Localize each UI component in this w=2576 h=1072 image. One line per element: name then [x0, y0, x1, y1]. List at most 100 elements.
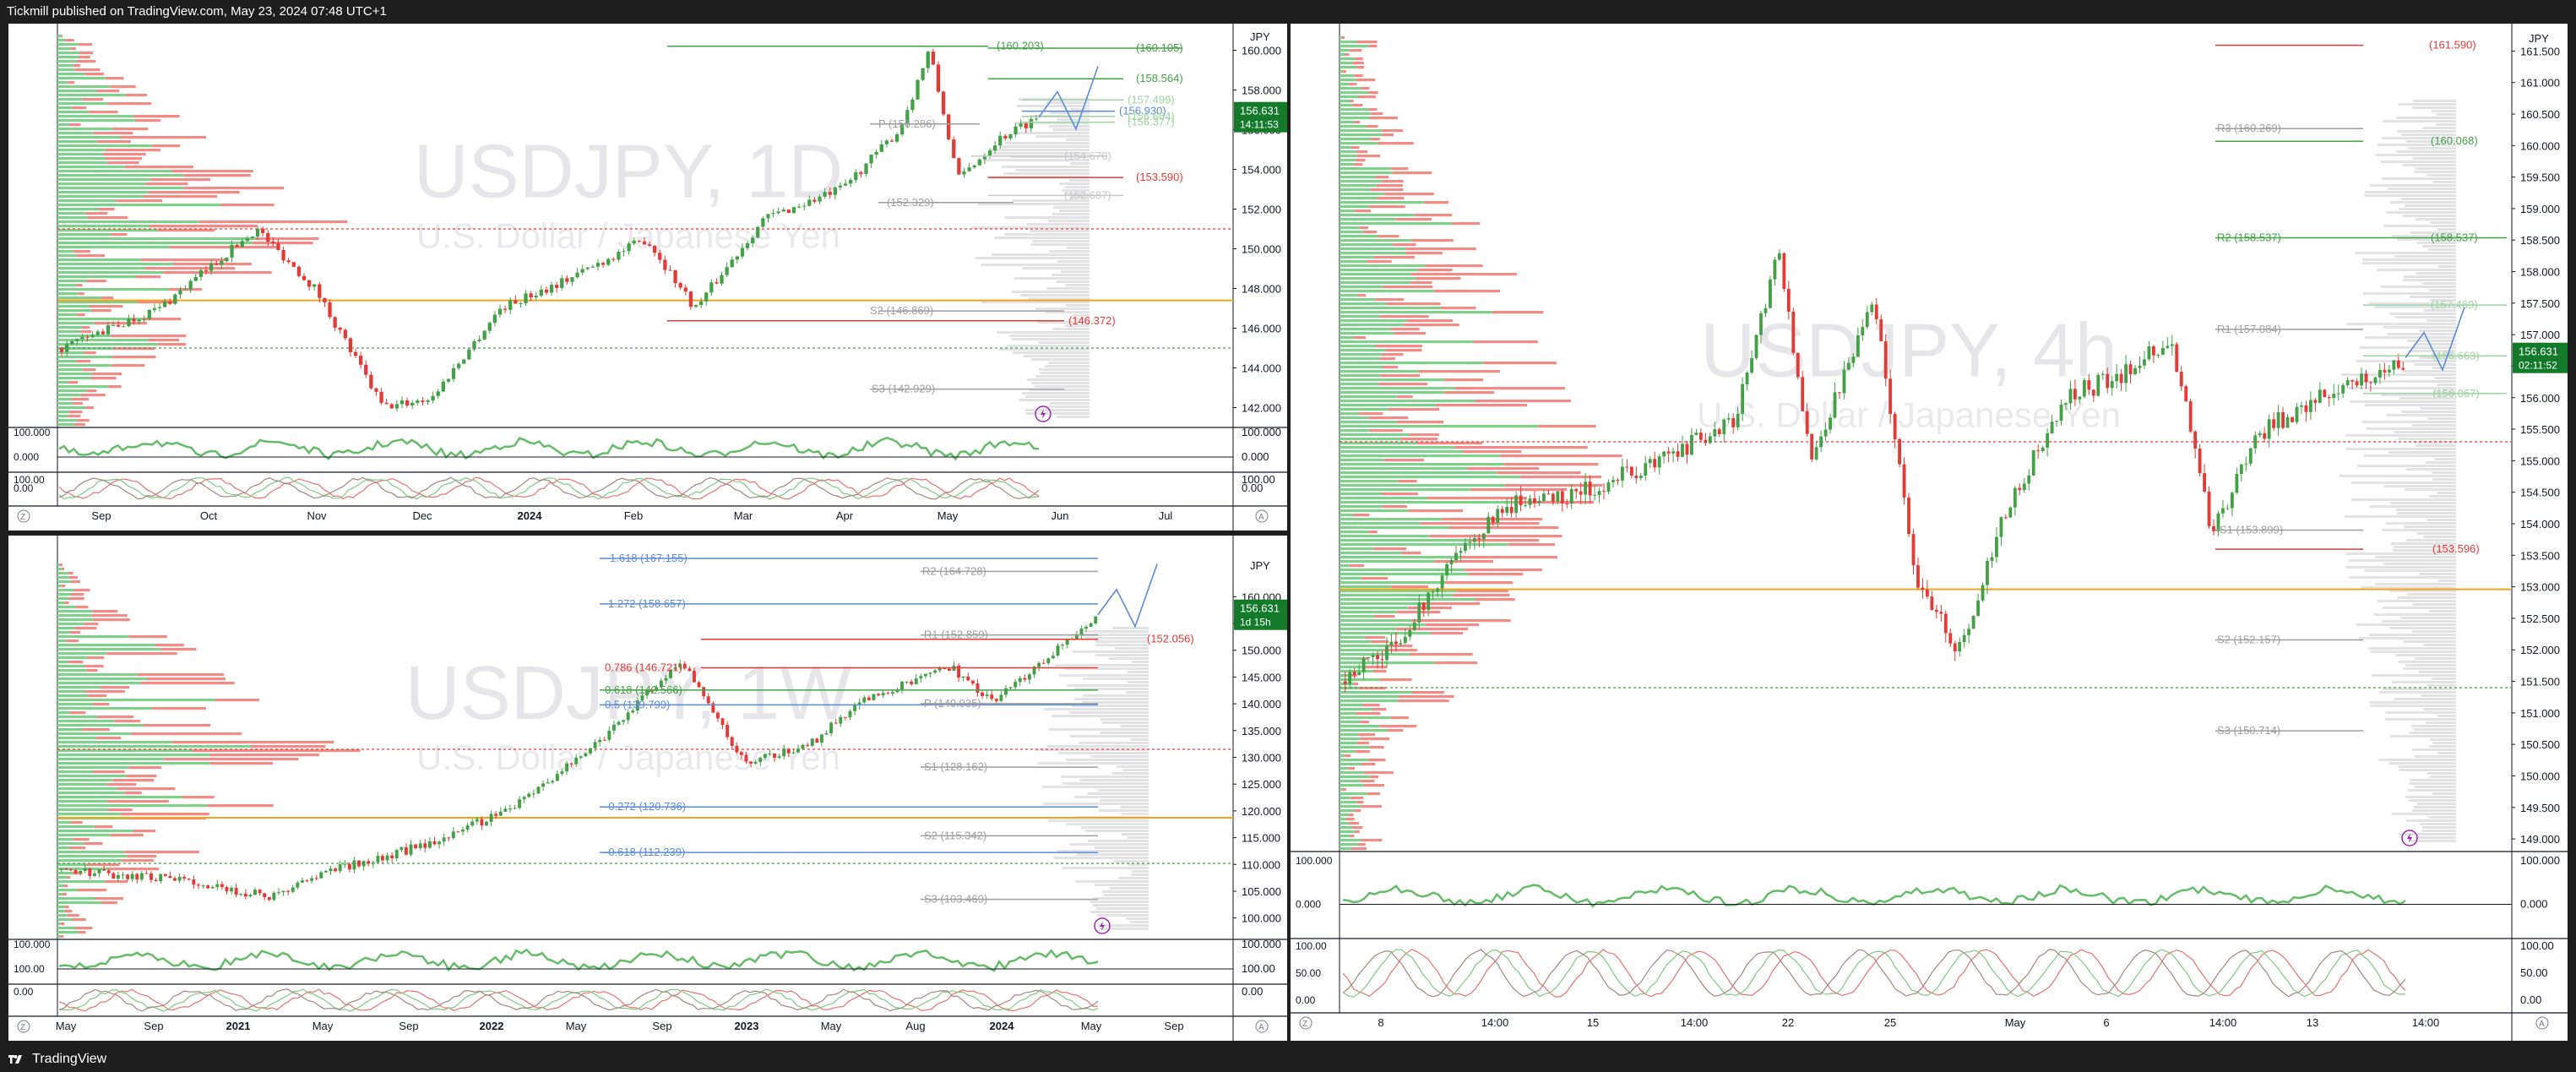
candle-body [1666, 451, 1671, 454]
session-volume-bar [2432, 367, 2456, 369]
volume-profile-bar [106, 783, 137, 786]
lightning-icon[interactable] [1094, 917, 1111, 934]
session-volume-bar [2432, 181, 2456, 183]
zoom-button[interactable] [17, 509, 30, 523]
volume-profile-bar [1340, 260, 1367, 264]
chart-panel-daily[interactable]: USDJPY, 1DU.S. Dollar / Japanese YenR1 (… [8, 24, 1287, 531]
candle-body [1427, 592, 1431, 610]
volume-profile-bar [57, 868, 109, 871]
volume-profile-bar [114, 720, 141, 723]
candle-body [849, 180, 853, 184]
volume-profile-bar [1340, 222, 1452, 226]
session-volume-bar [1059, 674, 1149, 677]
volume-profile-bar [117, 787, 176, 791]
session-volume-bar [2385, 711, 2456, 714]
last-price-value: 156.631 [1240, 602, 1280, 615]
volume-profile-bar [1398, 480, 1417, 483]
candle-body [442, 837, 446, 842]
oscillator-tick-label: 100.000 [1242, 426, 1281, 438]
volume-profile-bar [1340, 585, 1392, 589]
zoom-button[interactable] [17, 1020, 30, 1033]
volume-profile-bar [57, 229, 158, 232]
session-volume-bar [2437, 580, 2456, 582]
volume-profile-bar [1340, 839, 1361, 842]
session-volume-bar [2400, 133, 2456, 136]
volume-profile-bar [137, 673, 225, 677]
session-volume-bar [992, 253, 1090, 256]
session-volume-bar [1031, 358, 1090, 361]
session-volume-bar [2397, 596, 2456, 599]
candle-body [928, 672, 932, 674]
session-volume-bar [2400, 198, 2456, 200]
candle-body [1874, 304, 1878, 319]
volume-profile-bar [57, 68, 76, 72]
volume-profile-bar [1356, 712, 1381, 716]
oscillator-left-tick-label: 100.00 [14, 963, 45, 975]
volume-profile-bar [1340, 273, 1412, 276]
candle-body [1990, 557, 1994, 561]
session-volume-bar [2358, 637, 2456, 639]
footer-brand[interactable]: TradingView [0, 1047, 2576, 1072]
volume-profile-bar [1355, 830, 1360, 834]
candle-body [2100, 373, 2105, 375]
chart-daily-svg[interactable]: USDJPY, 1DU.S. Dollar / Japanese YenR1 (… [8, 24, 1287, 531]
volume-profile-bar [57, 195, 144, 199]
volume-profile-bar [1340, 805, 1361, 808]
volume-profile-bar [141, 258, 229, 262]
volume-profile-bar [1409, 433, 1439, 437]
candle-body [1014, 682, 1018, 688]
stochastic-line [58, 988, 1099, 1012]
oscillator-tick-label: 0.000 [2520, 898, 2548, 911]
auto-scale-button[interactable] [1255, 1020, 1269, 1033]
volume-profile-bar [1340, 91, 1369, 95]
auto-scale-button[interactable] [2535, 1016, 2549, 1030]
candle-body [1889, 378, 1893, 414]
auto-scale-button[interactable] [1255, 509, 1269, 523]
volume-profile-bar [69, 846, 86, 850]
session-volume-bar [1112, 627, 1149, 629]
x-tick-label: 2023 [735, 1020, 759, 1032]
session-volume-bar [2427, 174, 2456, 177]
currency-label: JPY [2529, 32, 2549, 45]
session-volume-bar [2382, 688, 2456, 690]
volume-profile-bar [160, 648, 197, 651]
candle-body [1791, 311, 1796, 353]
volume-profile-bar [1383, 649, 1417, 652]
chart-panel-weekly[interactable]: USDJPY, 1W U.S. Dollar / Japanese Yen 1.61… [8, 536, 1287, 1041]
volume-profile-bar [254, 237, 319, 241]
last-price-tag [1234, 599, 1287, 630]
candle-body [1380, 659, 1384, 661]
session-volume-bar [2405, 488, 2456, 491]
session-volume-bar [2432, 742, 2456, 744]
chart-4h-svg[interactable]: USDJPY, 4hU.S. Dollar / Japanese Yen(161… [1291, 24, 2568, 1041]
volume-profile-bar [146, 677, 226, 681]
zoom-button[interactable] [1299, 1016, 1312, 1030]
session-volume-bar [2437, 384, 2456, 386]
candle-body [2143, 359, 2146, 366]
volume-profile-bar [57, 136, 121, 139]
session-volume-bar [2356, 360, 2456, 362]
volume-profile-bar [1340, 150, 1356, 154]
session-volume-bar [2437, 228, 2456, 231]
session-volume-bar [2381, 620, 2456, 623]
y-tick-label: 160.000 [1242, 45, 1281, 57]
session-volume-bar [2435, 123, 2456, 126]
candle-body [258, 890, 262, 894]
session-volume-bar [2412, 106, 2456, 109]
candle-body [796, 206, 802, 208]
volume-profile-bar [1369, 746, 1384, 749]
session-volume-bar [2420, 823, 2456, 825]
volume-profile-bar [91, 614, 128, 618]
volume-profile-bar [1340, 615, 1374, 618]
candle-body [947, 668, 951, 672]
chart-weekly-svg[interactable]: USDJPY, 1WU.S. Dollar / Japanese Yen1.61… [8, 536, 1287, 1041]
lightning-icon[interactable] [1035, 405, 1052, 422]
volume-profile-bar [57, 90, 97, 93]
candle-body [823, 192, 827, 197]
volume-profile-bar [1380, 374, 1421, 378]
volume-profile-bar [70, 593, 84, 596]
chart-panel-4h[interactable]: USDJPY, 4h U.S. Dollar / Japanese Yen (161… [1291, 24, 2568, 1041]
candle-body [575, 272, 579, 278]
lightning-icon[interactable] [2401, 830, 2418, 846]
session-volume-bar [1038, 341, 1090, 344]
